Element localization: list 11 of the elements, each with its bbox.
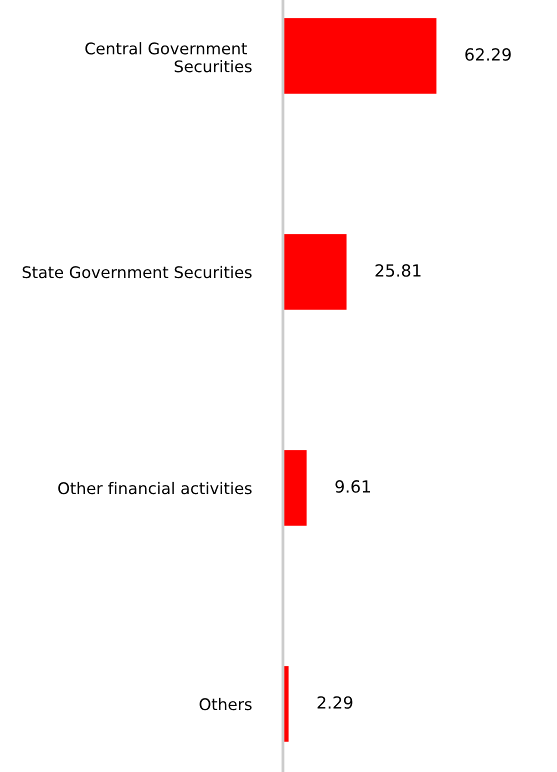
y-tick-label: Central Government Securities bbox=[85, 42, 252, 72]
data-label: 62.29 bbox=[465, 48, 511, 61]
bar bbox=[282, 18, 436, 94]
y-tick-label: Others bbox=[200, 698, 252, 710]
data-label: 2.29 bbox=[318, 696, 352, 709]
data-label: 9.61 bbox=[335, 480, 370, 493]
y-tick-label: State Government Securities bbox=[22, 266, 252, 278]
data-label: 25.81 bbox=[376, 264, 420, 277]
bar bbox=[282, 450, 307, 526]
y-tick-label: Other financial activities bbox=[58, 482, 252, 494]
bar bbox=[282, 234, 347, 310]
